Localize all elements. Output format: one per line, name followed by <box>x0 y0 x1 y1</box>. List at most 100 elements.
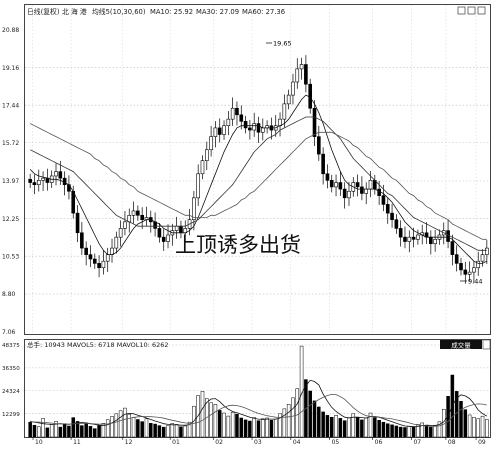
close-button[interactable] <box>477 6 486 15</box>
volume-bar <box>166 425 170 438</box>
candle <box>88 245 93 268</box>
mavol10-line <box>30 393 487 427</box>
volume-panel-close-button[interactable] <box>482 339 491 350</box>
candle <box>226 111 231 136</box>
volume-bar <box>269 420 274 438</box>
volume-bar <box>248 420 252 438</box>
candle-body <box>291 81 295 96</box>
candle-body <box>179 225 183 234</box>
volume-y-tick-label: 24324 <box>2 389 20 395</box>
volume-bar <box>261 418 265 438</box>
price-y-tick-label: 7.06 <box>2 329 16 336</box>
candle <box>472 260 476 283</box>
mavol5-line <box>30 379 488 428</box>
volume-bar <box>49 424 54 438</box>
candle <box>243 115 248 134</box>
candle-body <box>101 260 106 269</box>
volume-bar <box>472 416 476 438</box>
candle-body <box>433 239 437 245</box>
volume-bar <box>93 428 97 438</box>
volume-bar <box>437 421 442 438</box>
volume-bar <box>149 423 153 438</box>
candle <box>75 205 80 243</box>
volume-average-lines <box>30 379 488 428</box>
high-annotation: 19.65 <box>266 40 292 48</box>
candle-body <box>334 182 338 188</box>
candle-body <box>114 236 119 249</box>
candle-body <box>131 210 136 216</box>
candle-body <box>317 136 321 155</box>
candle-body <box>355 182 360 188</box>
volume-bar <box>213 404 218 438</box>
volume-bar <box>140 421 144 438</box>
candle-body <box>446 230 450 242</box>
candle-body <box>390 212 394 220</box>
candle <box>118 220 123 247</box>
candle <box>416 229 420 245</box>
volume-indicator-button-label: 成交量 <box>451 341 471 350</box>
candle <box>385 197 390 224</box>
candle-body <box>235 107 239 116</box>
candle-body <box>192 197 196 220</box>
price-y-tick-label: 10.53 <box>2 253 19 260</box>
candle-body <box>123 221 127 229</box>
candle <box>54 163 58 186</box>
volume-bar <box>84 422 88 438</box>
price-y-tick-labels: 20.88 19.16 17.44 15.72 13.97 12.25 10.53 8.80 7… <box>2 27 19 336</box>
volume-bar <box>334 415 338 438</box>
candle <box>308 78 313 114</box>
price-y-tick-label: 17.44 <box>2 102 19 109</box>
volume-bar <box>321 411 325 438</box>
volume-bar <box>424 425 429 438</box>
chart-header-ma10: MA10: 25.92 <box>150 8 193 16</box>
volume-bar <box>459 400 463 438</box>
volume-indicator-button[interactable]: 成交量 <box>440 340 482 350</box>
candle <box>321 147 325 185</box>
volume-bar <box>226 415 231 438</box>
candle-body <box>32 182 37 186</box>
x-axis-month-labels: 10 11 12 01 02 03 04 05 06 07 08 09 <box>32 437 486 446</box>
volume-bar <box>411 426 416 438</box>
minimize-button[interactable] <box>457 6 466 15</box>
candle <box>166 224 170 249</box>
volume-bar <box>28 421 32 438</box>
volume-bar <box>347 417 351 438</box>
volume-bar <box>183 425 188 438</box>
candle-body <box>299 64 304 70</box>
candle <box>248 119 252 140</box>
chart-header-stock-name: 北 海 港 <box>62 7 87 16</box>
candle <box>192 191 196 231</box>
candle <box>390 203 394 228</box>
maximize-button[interactable] <box>467 6 476 15</box>
candle <box>394 214 399 234</box>
candle-body <box>394 219 399 229</box>
candle-body <box>239 114 244 122</box>
candle-body <box>403 236 407 242</box>
volume-bar <box>118 410 123 438</box>
volume-bar <box>71 417 75 438</box>
volume-bar <box>467 414 472 438</box>
x-tick-label: 11 <box>73 439 81 446</box>
candle <box>123 211 127 236</box>
candle <box>252 112 256 137</box>
ma30-line <box>30 116 487 251</box>
volume-bar <box>123 407 127 438</box>
candle-body <box>347 190 351 199</box>
candle <box>304 55 308 93</box>
volume-bar <box>429 426 433 438</box>
x-tick-label: 04 <box>293 439 301 446</box>
candle-body <box>84 247 88 255</box>
candle <box>433 229 437 252</box>
x-tick-label: 10 <box>35 439 43 446</box>
candle-body <box>213 127 218 137</box>
volume-bar <box>114 413 119 438</box>
candle-body <box>127 215 132 223</box>
volume-bar <box>394 425 399 438</box>
volume-bar <box>446 396 450 438</box>
volume-bar <box>54 421 58 438</box>
candle <box>317 125 321 161</box>
candle-body <box>459 263 463 271</box>
price-y-tick-label: 20.88 <box>2 27 19 34</box>
x-tick-label: 09 <box>478 439 486 446</box>
